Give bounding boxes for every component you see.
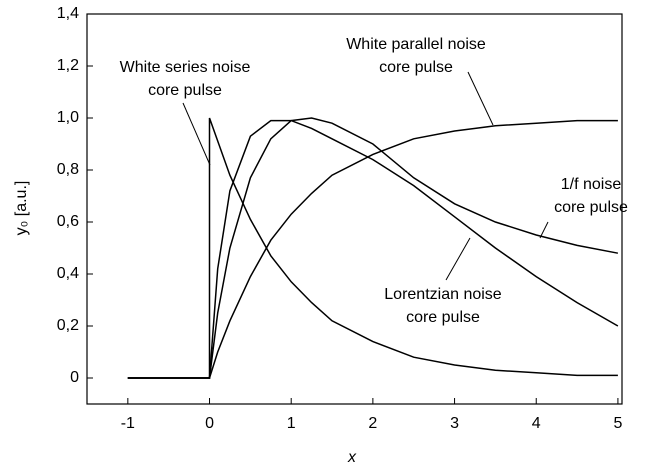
annotation-leader — [445, 237, 471, 281]
plot-frame — [86, 13, 623, 405]
y-tick-label: 1,4 — [57, 5, 79, 22]
y-tick-label: 1,2 — [57, 57, 79, 74]
series-line — [127, 119, 618, 379]
annotation-leader — [467, 71, 494, 126]
x-tick-label: 0 — [205, 415, 214, 432]
annotation: core pulse — [148, 82, 222, 99]
x-axis-label: x — [347, 449, 357, 466]
y-tick-label: 0,4 — [57, 265, 79, 282]
annotation: 1/f noise — [561, 176, 622, 193]
annotation-leader — [182, 102, 211, 166]
annotation: core pulse — [406, 309, 480, 326]
x-tick-label: -1 — [121, 415, 135, 432]
series-line — [127, 119, 619, 379]
y-tick-label: 0,8 — [57, 161, 79, 178]
y-axis-label: y₀ [a.u.] — [13, 181, 30, 236]
annotation-leader — [539, 221, 549, 239]
annotation: Lorentzian noise — [384, 286, 502, 303]
x-tick-label: 1 — [287, 415, 296, 432]
annotation: core pulse — [554, 199, 628, 216]
y-tick-label: 0,2 — [57, 317, 79, 334]
series-line — [127, 117, 619, 379]
series-line — [127, 117, 618, 379]
x-tick-label: 3 — [450, 415, 459, 432]
annotation: White series noise — [120, 59, 251, 76]
y-tick-label: 0 — [70, 369, 79, 386]
annotation: White parallel noise — [346, 36, 486, 53]
y-tick-label: 0,6 — [57, 213, 79, 230]
x-tick-label: 4 — [532, 415, 541, 432]
x-tick-label: 2 — [368, 415, 377, 432]
x-tick-label: 5 — [613, 415, 622, 432]
y-tick-label: 1,0 — [57, 109, 79, 126]
annotation: core pulse — [379, 59, 453, 76]
